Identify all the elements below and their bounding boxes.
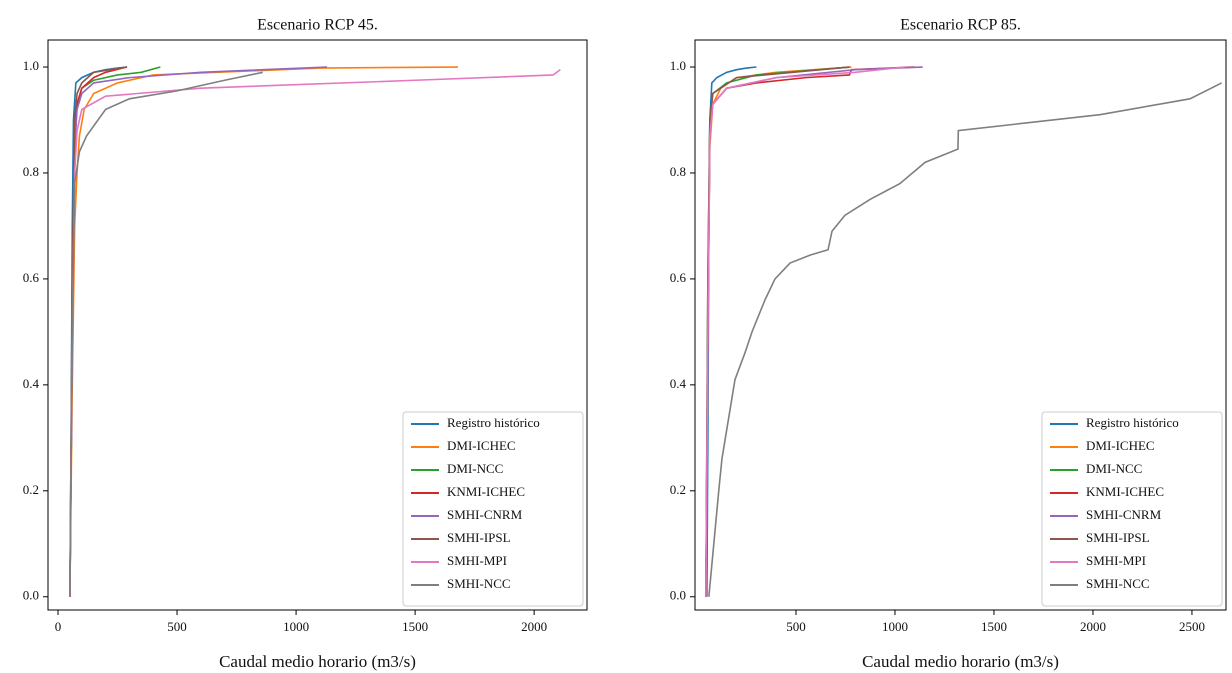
x-tick-label: 1000 (283, 619, 309, 634)
series-line (69, 66, 328, 597)
x-axis-label: Caudal medio horario (m3/s) (862, 652, 1059, 671)
x-tick-label: 1500 (981, 619, 1007, 634)
legend-label: DMI-NCC (1086, 461, 1142, 476)
series-line (705, 66, 850, 597)
legend-label: KNMI-ICHEC (447, 484, 525, 499)
legend-label: SMHI-CNRM (447, 507, 523, 522)
y-tick-label: 0.6 (670, 270, 687, 285)
series-line (705, 66, 905, 597)
y-tick-label: 1.0 (670, 58, 686, 73)
y-tick-label: 0.2 (23, 482, 39, 497)
plot-frame (694, 39, 1227, 611)
y-tick-label: 0.4 (23, 376, 40, 391)
y-tick-label: 0.0 (670, 588, 686, 603)
y-tick-label: 0.0 (23, 588, 39, 603)
x-axis-label: Caudal medio horario (m3/s) (219, 652, 416, 671)
legend-label: DMI-NCC (447, 461, 503, 476)
y-tick-label: 1.0 (23, 58, 39, 73)
x-tick-label: 500 (786, 619, 806, 634)
chart-title: Escenario RCP 45. (257, 17, 378, 34)
y-tick-label: 0.2 (670, 482, 686, 497)
series-line (69, 71, 263, 597)
y-tick-label: 0.8 (23, 164, 39, 179)
x-tick-label: 500 (167, 619, 187, 634)
series-line (706, 66, 757, 597)
series-line (708, 82, 1222, 597)
series-line (69, 66, 458, 597)
series-line (705, 66, 915, 597)
legend-label: Registro histórico (447, 415, 540, 430)
y-tick-label: 0.4 (670, 376, 687, 391)
legend-label: SMHI-NCC (1086, 576, 1150, 591)
y-tick-label: 0.6 (23, 270, 40, 285)
legend-label: SMHI-MPI (447, 553, 507, 568)
x-tick-label: 2000 (1080, 619, 1106, 634)
series-line (69, 66, 161, 597)
legend-label: SMHI-IPSL (1086, 530, 1150, 545)
legend-label: SMHI-IPSL (447, 530, 511, 545)
x-tick-label: 2500 (1179, 619, 1205, 634)
legend-box (1041, 411, 1223, 607)
x-tick-label: 2000 (521, 619, 547, 634)
series-line (705, 66, 923, 597)
legend-label: DMI-ICHEC (1086, 438, 1155, 453)
legend-label: Registro histórico (1086, 415, 1179, 430)
x-tick-label: 1500 (402, 619, 428, 634)
y-tick-label: 0.8 (670, 164, 686, 179)
legend-box (402, 411, 584, 607)
legend-label: SMHI-MPI (1086, 553, 1146, 568)
x-tick-label: 1000 (882, 619, 908, 634)
plot-frame (47, 39, 588, 611)
legend-label: KNMI-ICHEC (1086, 484, 1164, 499)
legend-label: DMI-ICHEC (447, 438, 516, 453)
legend-label: SMHI-NCC (447, 576, 511, 591)
series-line (705, 66, 850, 597)
series-line (705, 66, 852, 597)
chart-title: Escenario RCP 85. (900, 17, 1021, 34)
x-tick-label: 0 (55, 619, 62, 634)
legend-label: SMHI-CNRM (1086, 507, 1162, 522)
